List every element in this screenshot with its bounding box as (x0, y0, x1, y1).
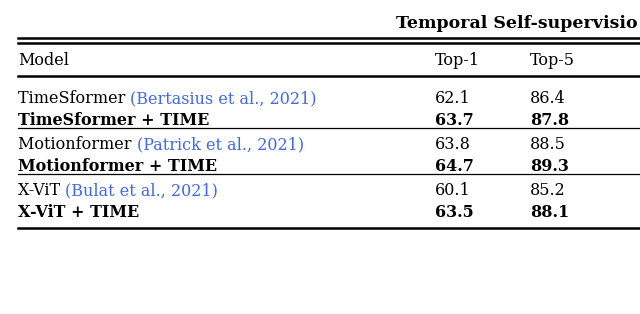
Text: 63.7: 63.7 (435, 112, 474, 129)
Text: (Bertasius et al., 2021): (Bertasius et al., 2021) (131, 90, 317, 107)
Text: 86.4: 86.4 (530, 90, 566, 107)
Text: 60.1: 60.1 (435, 182, 471, 199)
Text: (Bulat et al., 2021): (Bulat et al., 2021) (65, 182, 218, 199)
Text: Motionformer: Motionformer (18, 136, 136, 153)
Text: Motionformer + TIME: Motionformer + TIME (18, 158, 217, 175)
Text: Model: Model (18, 52, 69, 69)
Text: 64.7: 64.7 (435, 158, 474, 175)
Text: Temporal Self-supervisio: Temporal Self-supervisio (396, 15, 638, 33)
Text: 88.1: 88.1 (530, 204, 569, 221)
Text: 85.2: 85.2 (530, 182, 566, 199)
Text: 87.8: 87.8 (530, 112, 569, 129)
Text: TimeSformer: TimeSformer (18, 90, 131, 107)
Text: (Patrick et al., 2021): (Patrick et al., 2021) (136, 136, 304, 153)
Text: 88.5: 88.5 (530, 136, 566, 153)
Text: X-ViT + TIME: X-ViT + TIME (18, 204, 140, 221)
Text: Top-5: Top-5 (530, 52, 575, 69)
Text: 63.8: 63.8 (435, 136, 471, 153)
Text: X-ViT: X-ViT (18, 182, 65, 199)
Text: TimeSformer + TIME: TimeSformer + TIME (18, 112, 209, 129)
Text: 62.1: 62.1 (435, 90, 471, 107)
Text: Top-1: Top-1 (435, 52, 480, 69)
Text: 89.3: 89.3 (530, 158, 569, 175)
Text: 63.5: 63.5 (435, 204, 474, 221)
